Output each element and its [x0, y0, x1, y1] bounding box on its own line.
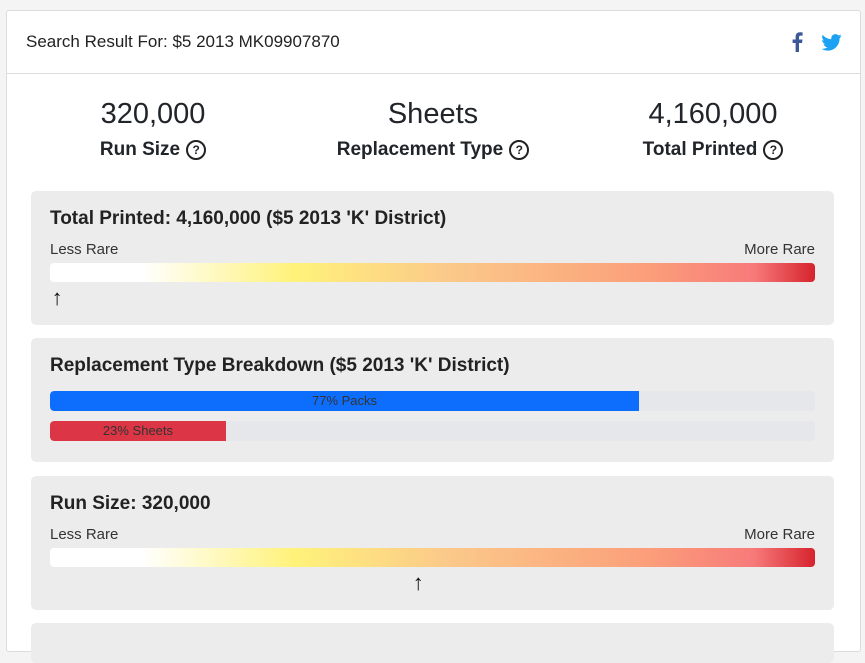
total-printed-panel: Total Printed: 4,160,000 ($5 2013 'K' Di… — [31, 191, 834, 325]
help-icon[interactable]: ? — [509, 140, 530, 160]
run-size-panel: Run Size: 320,000 Less Rare More Rare ↑ — [31, 476, 834, 610]
sheets-progress-fill: 23% Sheets — [50, 421, 226, 441]
stat-label-row: Replacement Type ? — [293, 139, 573, 161]
next-panel — [31, 623, 834, 663]
stat-label: Run Size — [99, 139, 181, 160]
stat-label: Replacement Type — [336, 139, 504, 160]
stat-value: Sheets — [387, 98, 479, 130]
panel-title: Run Size: 320,000 — [50, 493, 211, 514]
packs-progress-bar: 77% Packs — [50, 391, 815, 411]
panel-title: Replacement Type Breakdown ($5 2013 'K' … — [50, 355, 510, 376]
facebook-icon[interactable] — [791, 32, 803, 52]
stat-total-printed: 4,160,000 Total Printed ? — [573, 95, 853, 161]
stat-label: Total Printed — [642, 139, 758, 160]
replacement-breakdown-panel: Replacement Type Breakdown ($5 2013 'K' … — [31, 338, 834, 462]
help-icon[interactable]: ? — [186, 140, 207, 160]
stat-label-row: Run Size ? — [13, 139, 293, 161]
search-result-title: Search Result For: $5 2013 MK09907870 — [26, 32, 340, 51]
stats-row: 320,000 Run Size ? Sheets Replacement Ty… — [7, 95, 860, 175]
rarity-marker-arrow: ↑ — [51, 285, 63, 310]
stat-replacement-type: Sheets Replacement Type ? — [293, 95, 573, 161]
more-rare-label: More Rare — [744, 241, 815, 258]
card-header: Search Result For: $5 2013 MK09907870 — [7, 11, 860, 74]
panel-title: Total Printed: 4,160,000 ($5 2013 'K' Di… — [50, 208, 447, 229]
twitter-icon[interactable] — [821, 33, 842, 51]
stat-run-size: 320,000 Run Size ? — [13, 95, 293, 161]
search-result-card: Search Result For: $5 2013 MK09907870 32… — [6, 10, 861, 663]
rarity-gradient-bar — [50, 548, 815, 567]
more-rare-label: More Rare — [744, 526, 815, 543]
stat-value: 4,160,000 — [648, 98, 778, 130]
stat-value: 320,000 — [100, 98, 206, 130]
rarity-gradient-bar — [50, 263, 815, 282]
less-rare-label: Less Rare — [50, 241, 119, 258]
stat-label-row: Total Printed ? — [573, 139, 853, 161]
social-links — [791, 32, 842, 52]
help-icon[interactable]: ? — [763, 140, 784, 160]
sheets-progress-bar: 23% Sheets — [50, 421, 815, 441]
less-rare-label: Less Rare — [50, 526, 119, 543]
packs-progress-fill: 77% Packs — [50, 391, 640, 411]
rarity-marker-arrow: ↑ — [412, 570, 424, 595]
